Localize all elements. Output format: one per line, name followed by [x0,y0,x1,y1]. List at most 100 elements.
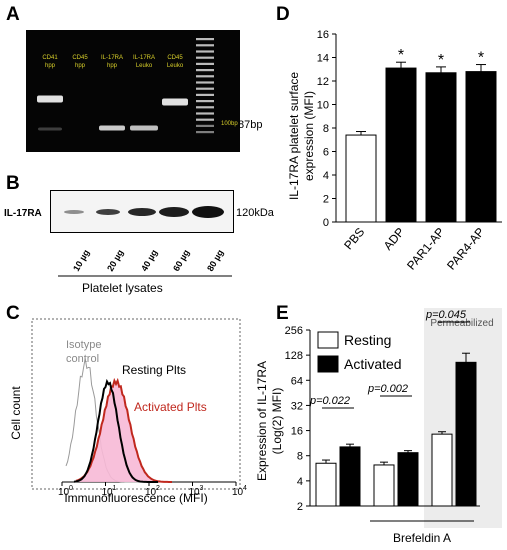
histogram-x-tick-exponent: 2 [156,485,160,492]
ladder-band [196,118,214,121]
chart-e-y-tick-label: 2 [297,501,303,513]
panel-a-label: A [6,4,20,25]
chart-e-y-tick-label: 32 [291,400,303,412]
chart-e-y-tick-label: 64 [291,375,303,387]
gel-lane-label-line1: IL-17RA [133,55,155,61]
histogram-x-tick-exponent: 0 [69,485,73,492]
chart-d-y-label-line2: expression (MFI) [302,91,316,181]
histogram-y-label: Cell count [9,386,23,440]
gel-band [99,125,125,131]
activated-label: Activated Plts [134,400,207,414]
chart-e-bar [455,361,477,507]
chart-d-x-tick-label: PBS [341,225,367,252]
ladder-band [196,38,214,41]
western-lane-label: 20 µg [105,248,125,273]
gel-lane-label-line2: hpp [75,63,86,69]
chart-d-y-tick-label: 10 [317,100,329,112]
isotype-label-line1: Isotype [66,339,101,351]
western-band [159,207,189,217]
panel-c-label: C [6,303,20,324]
chart-d-bar [465,71,497,223]
activated-curve [75,377,173,483]
chart-e-bar [315,462,337,507]
ladder-100bp-label: 100bp [221,121,238,127]
chart-d-y-tick-label: 4 [323,170,329,182]
permeabilized-label: Permeabilized [430,318,493,329]
chart-e-y-tick-label: 128 [285,350,303,362]
chart-e-y-label-line1: Expression of IL-17RA [255,361,269,481]
chart-d-x-tick-label: PAR1-AP [404,225,447,273]
resting-label: Resting Plts [122,363,186,377]
western-lane-label: 60 µg [171,248,191,273]
ladder-band [196,87,214,90]
western-lane-labels: 10 µg 20 µg 40 µg 60 µg 80 µg [58,248,232,277]
chart-e-y-tick-label: 8 [297,451,303,463]
chart-d-x-tick-label: PAR4-AP [444,225,487,273]
chart-d-significance: * [398,47,404,64]
chart-e-legend-swatch [317,331,339,349]
gel-lane-label-line1: CD45 [72,55,88,61]
chart-e-annotation: p=0.002 [367,383,408,395]
chart-d-x-tick-label: ADP [381,225,408,253]
gel-band [130,125,158,131]
panel-d-label: D [276,4,290,25]
histogram-x-tick-exponent: 4 [243,485,247,492]
gel-band [38,127,62,131]
band-size-label: 87bp [238,119,263,131]
chart-d-bar [345,134,377,223]
western-size-label: 120kDa [236,207,274,219]
ladder-band [196,44,214,47]
gel-background [26,30,240,152]
gel-lane-label-line2: hpp [45,63,56,69]
ladder-band [196,124,214,127]
panel-e-label: E [276,303,289,324]
histogram-x-tick-label: 10 [102,487,114,498]
histogram-x-tick-label: 10 [232,487,244,498]
activated-fill [76,380,172,482]
western-band [128,208,156,216]
ladder-band [196,56,214,59]
gel-image: CD41 hpp CD45 hpp IL-17RA hpp IL-17RA Leuko CD45… [26,30,240,152]
surface-expression-chart: IL-17RA platelet surface expression (MFI)… [287,29,502,273]
ladder-band [196,100,214,103]
chart-e-bar [397,452,419,507]
ladder-band [196,131,214,134]
ladder-band [196,69,214,72]
isotype-label-line2: control [66,353,99,365]
ladder-band [196,50,214,53]
gel-lane-label-line1: IL-17RA [101,55,123,61]
histogram-x-tick-label: 10 [189,487,201,498]
ladder-band [196,93,214,96]
chart-d-y-tick-label: 0 [323,217,329,229]
chart-d-bar [425,72,457,223]
gel-lane-label-line2: Leuko [136,63,153,69]
brefeldin-label: Brefeldin A [393,531,451,545]
ladder-band [196,75,214,78]
histogram-x-tick-label: 10 [145,487,157,498]
gel-lane-label-line2: hpp [107,63,118,69]
gel-band [37,95,63,103]
western-lane-label: 10 µg [71,248,91,273]
chart-d-significance: * [438,52,444,69]
chart-d-y-tick-label: 12 [317,76,329,88]
chart-e-y-label-line2: (Log(2) MFI) [270,388,284,455]
chart-e-annotation: p=0.022 [309,395,350,407]
chart-d-y-label-line1: IL-17RA platelet surface [287,72,301,200]
chart-d-y-tick-label: 2 [323,194,329,206]
chart-e-annotation: p=0.045 [425,309,467,321]
histogram-x-tick-label: 10 [58,487,70,498]
ladder-band [196,106,214,109]
gel-lane-label-line2: Leuko [167,63,184,69]
chart-d-y-tick-label: 16 [317,29,329,41]
western-caption: Platelet lysates [82,281,163,295]
histogram-x-tick-exponent: 1 [113,485,117,492]
panel-b-label: B [6,173,20,194]
chart-d-y-tick-label: 8 [323,123,329,135]
chart-e-y-tick-label: 16 [291,426,303,438]
log-expression-chart: Permeabilized Expression of IL-17RA (Log(… [255,308,502,545]
chart-d-y-tick-label: 14 [317,53,329,65]
chart-e-legend-label: Activated [344,356,402,372]
histogram-chart: Cell count Immunofluorescence (MFI) 10 0 1… [9,318,247,505]
ladder-band [196,112,214,115]
chart-e-legend-swatch [317,355,339,373]
